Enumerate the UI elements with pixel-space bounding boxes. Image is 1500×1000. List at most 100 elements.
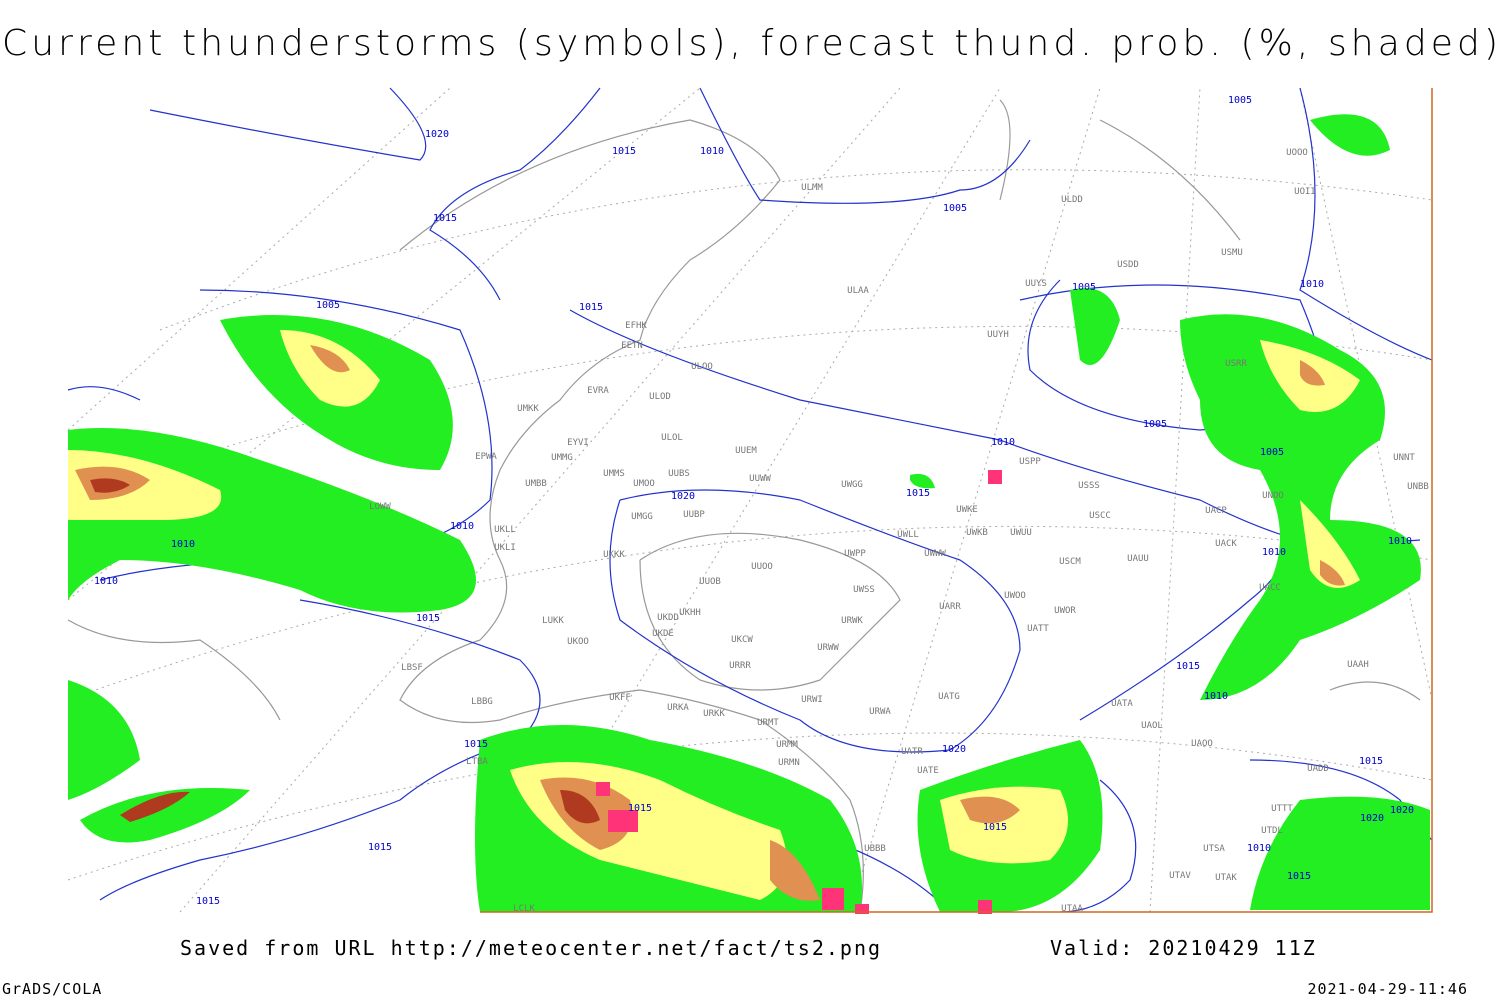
station-label: UUBP xyxy=(683,510,705,520)
station-label: UWWW xyxy=(924,549,946,559)
isobar-label: 1020 xyxy=(1360,813,1384,824)
title: Current thunderstorms (symbols), forecas… xyxy=(2,23,1498,64)
station-label: URMT xyxy=(757,718,779,728)
station-label: UAUU xyxy=(1127,554,1149,564)
station-label: URKA xyxy=(667,703,689,713)
station-label: URRR xyxy=(729,661,751,671)
station-label: UMMG xyxy=(551,453,573,463)
station-label: UWUU xyxy=(1010,528,1032,538)
station-label: UARR xyxy=(939,602,961,612)
station-label: UOOO xyxy=(1286,148,1308,158)
storm-symbol xyxy=(978,900,992,914)
timestamp: 2021-04-29-11:46 xyxy=(1308,980,1469,998)
station-label: UTAK xyxy=(1215,873,1237,883)
station-label: UTAA xyxy=(1061,904,1083,914)
station-label: URWA xyxy=(869,707,891,717)
station-label: UWGG xyxy=(841,480,863,490)
isobar-label: 1005 xyxy=(1260,447,1284,458)
station-label: URWI xyxy=(801,695,823,705)
station-label: UBBB xyxy=(864,844,886,854)
station-label: EYVI xyxy=(567,438,589,448)
station-label: UUOB xyxy=(699,577,721,587)
station-label: UADD xyxy=(1307,764,1329,774)
station-label: UKDD xyxy=(657,613,679,623)
station-label: UAOL xyxy=(1141,721,1163,731)
station-label: UMKK xyxy=(517,404,539,414)
isobar-label: 1010 xyxy=(171,539,195,550)
station-label: URWK xyxy=(841,616,863,626)
station-label: UUYS xyxy=(1025,279,1047,289)
storm-symbol xyxy=(822,888,844,910)
station-label: UMOO xyxy=(633,479,655,489)
station-label: UAOO xyxy=(1191,739,1213,749)
station-label: UUYH xyxy=(987,330,1009,340)
isobar-label: 1015 xyxy=(612,146,636,157)
isobar-label: 1015 xyxy=(1176,661,1200,672)
isobar-label: 1015 xyxy=(196,896,220,907)
station-labels: ULMM ULDD USDD USMU UOII UOOO ULAA UUYS UUYH USRR… xyxy=(369,148,1429,914)
isobar-labels: 1020 1015 1010 1015 1005 1005 1005 1015 1005 1010… xyxy=(94,95,1414,907)
station-label: UKKK xyxy=(603,550,625,560)
isobar-label: 1005 xyxy=(943,203,967,214)
station-label: EVRA xyxy=(587,386,609,396)
probability-shading xyxy=(68,114,1430,912)
station-label: UKLL xyxy=(494,525,516,535)
station-label: LOWW xyxy=(369,502,391,512)
station-label: USCC xyxy=(1089,511,1111,521)
station-label: URMN xyxy=(778,758,800,768)
isobar-label: 1015 xyxy=(1359,756,1383,767)
station-label: UUWW xyxy=(749,474,771,484)
station-label: LCLK xyxy=(513,904,535,914)
isobar-label: 1015 xyxy=(433,213,457,224)
station-label: UKHH xyxy=(679,608,701,618)
credit: GrADS/COLA xyxy=(2,980,102,998)
station-label: UAAH xyxy=(1347,660,1369,670)
station-label: ULDD xyxy=(1061,195,1083,205)
station-label: URKK xyxy=(703,709,725,719)
isobar-label: 1010 xyxy=(1300,279,1324,290)
station-label: UTTT xyxy=(1271,804,1293,814)
source-url: Saved from URL http://meteocenter.net/fa… xyxy=(180,936,882,960)
isobar-label: 1020 xyxy=(942,744,966,755)
station-label: ULOO xyxy=(691,362,713,372)
station-label: UTSA xyxy=(1203,844,1225,854)
station-label: LBBG xyxy=(471,697,493,707)
station-label: UWPP xyxy=(844,549,866,559)
station-label: UWKE xyxy=(956,505,978,515)
station-label: UWOR xyxy=(1054,606,1076,616)
isobar-label: 1010 xyxy=(991,437,1015,448)
station-label: ULOL xyxy=(661,433,683,443)
isobar-label: 1010 xyxy=(450,521,474,532)
station-label: UMGG xyxy=(631,512,653,522)
isobar-label: 1015 xyxy=(579,302,603,313)
station-label: LBSF xyxy=(401,663,423,673)
isobar-label: 1015 xyxy=(906,488,930,499)
isobar-label: 1020 xyxy=(671,491,695,502)
station-label: UACC xyxy=(1259,583,1281,593)
station-label: URWW xyxy=(817,643,839,653)
station-label: UATG xyxy=(938,692,960,702)
station-label: UWOO xyxy=(1004,591,1026,601)
station-label: UUOO xyxy=(751,562,773,572)
station-label: UNBB xyxy=(1407,482,1429,492)
station-label: USMU xyxy=(1221,248,1243,258)
station-label: UNNT xyxy=(1393,453,1415,463)
isobar-label: 1015 xyxy=(464,739,488,750)
thunderstorm-symbols xyxy=(596,470,1002,914)
storm-symbol xyxy=(855,904,869,914)
station-label: USSS xyxy=(1078,481,1100,491)
station-label: EPWA xyxy=(475,452,497,462)
station-label: UACK xyxy=(1215,539,1237,549)
isobar-label: 1005 xyxy=(1228,95,1252,106)
isobar-label: 1010 xyxy=(1262,547,1286,558)
isobar-label: 1010 xyxy=(1247,843,1271,854)
isobar-label: 1005 xyxy=(1143,419,1167,430)
station-label: UTDL xyxy=(1261,826,1283,836)
isobar-label: 1005 xyxy=(1072,282,1096,293)
station-label: LUKK xyxy=(542,616,564,626)
storm-symbol xyxy=(596,782,610,796)
station-label: ULAA xyxy=(847,286,869,296)
coastlines xyxy=(67,99,1421,913)
station-label: EFHK xyxy=(625,321,647,331)
